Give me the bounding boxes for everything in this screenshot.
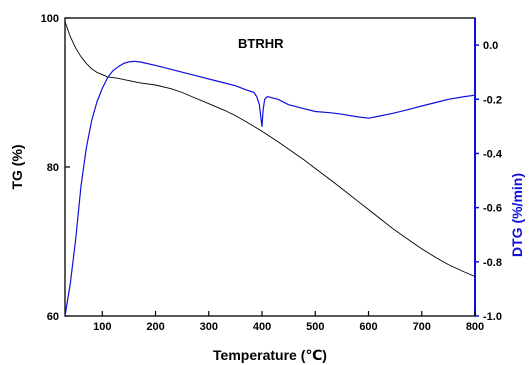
left-y-axis-title: TG (%) [9, 144, 25, 189]
x-axis-title: Temperature (℃) [213, 347, 327, 363]
x-tick-label: 200 [146, 321, 164, 333]
right-y-tick-label: -0.6 [483, 203, 502, 215]
series-lines [64, 21, 476, 317]
x-tick-label: 800 [466, 321, 484, 333]
right-y-tick-label: -0.2 [483, 94, 502, 106]
chart-title: BTRHR [238, 36, 284, 51]
x-tick-label: 400 [253, 321, 271, 333]
right-y-tick-label: 0.0 [483, 40, 498, 52]
tick-labels: 100 200 300 400 500 600 700 800 60 80 100 0.0 -0.2 -0… [41, 13, 503, 333]
left-y-tick-label: 100 [41, 13, 59, 25]
left-y-tick-label: 60 [47, 311, 59, 323]
x-tick-label: 500 [306, 321, 324, 333]
right-y-axis-title: DTG (%/min) [509, 173, 525, 257]
right-y-tick-label: -0.8 [483, 257, 502, 269]
tick-marks [65, 17, 479, 317]
x-tick-label: 700 [413, 321, 431, 333]
x-tick-label: 100 [93, 321, 111, 333]
right-y-tick-label: -1.0 [483, 311, 502, 323]
tg-curve [64, 21, 476, 277]
right-axis-line [474, 18, 476, 316]
plot-area [64, 17, 476, 317]
x-tick-label: 300 [200, 321, 218, 333]
right-y-tick-label: -0.4 [483, 148, 503, 160]
left-y-tick-label: 80 [47, 162, 59, 174]
x-tick-label: 600 [359, 321, 377, 333]
dtg-curve [64, 60, 476, 317]
